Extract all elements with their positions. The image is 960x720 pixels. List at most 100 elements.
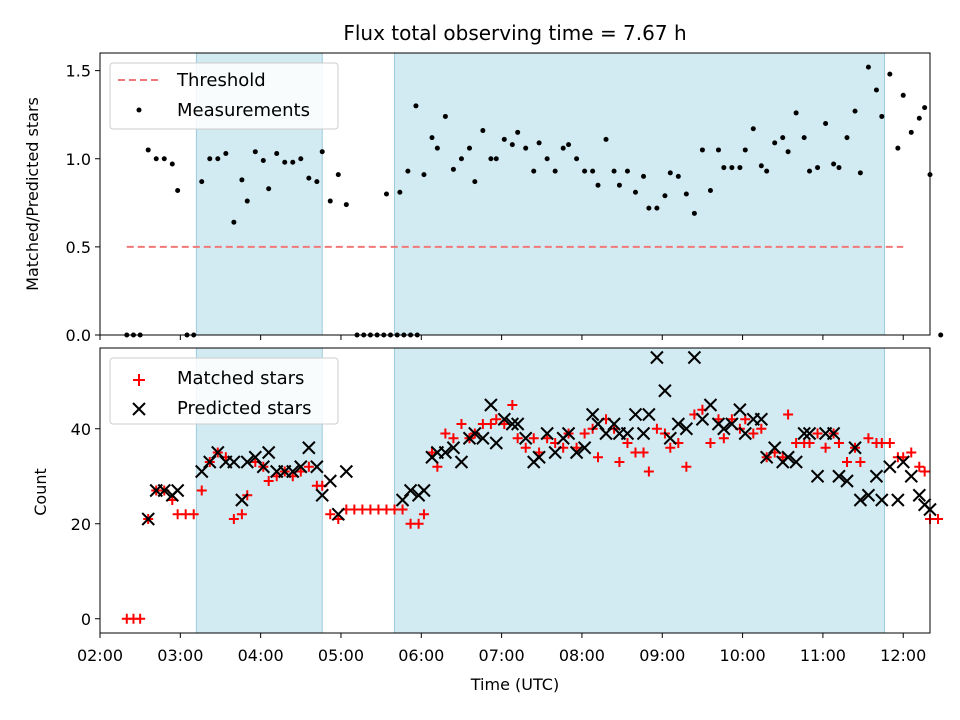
predicted-star-point xyxy=(789,455,803,469)
measurement-point xyxy=(801,135,807,141)
measurement-point xyxy=(231,219,237,225)
bottom-y-axis-label: Count xyxy=(31,468,50,516)
predicted-star-point xyxy=(235,493,249,507)
measurement-point xyxy=(493,156,499,162)
y-tick-label: 1.5 xyxy=(66,62,91,81)
x-tick-label: 09:00 xyxy=(639,646,685,665)
measurement-point xyxy=(844,135,850,141)
y-tick-label: 0 xyxy=(81,610,91,629)
predicted-star-point xyxy=(211,445,225,460)
matched-star-point xyxy=(512,433,523,444)
predicted-star-point xyxy=(642,407,656,422)
matched-star-point xyxy=(638,447,649,458)
matched-star-point xyxy=(842,457,852,467)
predicted-star-point xyxy=(891,493,905,507)
matched-star-point xyxy=(520,442,531,453)
matched-star-point xyxy=(196,485,207,496)
predicted-star-point xyxy=(505,417,520,431)
x-tick-label: 04:00 xyxy=(238,646,284,665)
measurement-point xyxy=(266,186,272,192)
measurement-point xyxy=(450,166,456,172)
y-tick-label: 40 xyxy=(71,420,91,439)
matched-star-point xyxy=(135,613,146,624)
measurement-point xyxy=(566,142,572,148)
top-panel: 0.0 0.5 1.0 1.5 Matched/Predicted stars Thr… xyxy=(23,52,944,345)
measurement-point xyxy=(595,182,601,188)
matched-star-point xyxy=(622,438,633,448)
chart-title: Flux total observing time = 7.67 h xyxy=(343,21,686,45)
predicted-star-point xyxy=(725,417,739,431)
measurement-point xyxy=(434,145,440,151)
predicted-star-point xyxy=(261,445,276,460)
measurement-point xyxy=(290,159,296,165)
x-tick-label: 10:00 xyxy=(720,646,766,665)
measurement-point xyxy=(793,110,799,116)
predicted-star-point xyxy=(157,483,171,498)
top-y-axis-ticks: 0.0 0.5 1.0 1.5 xyxy=(66,62,100,345)
legend-threshold-label: Threshold xyxy=(176,70,266,91)
predicted-star-point xyxy=(395,493,410,507)
measurement-point xyxy=(857,170,863,176)
measurement-point xyxy=(274,150,280,156)
predicted-star-point xyxy=(832,469,846,483)
predicted-star-point xyxy=(695,412,710,426)
measurement-point xyxy=(169,161,175,167)
predicted-star-point xyxy=(671,417,686,431)
measurement-point xyxy=(662,193,668,199)
legend-predicted-swatch xyxy=(132,402,146,416)
x-tick-label: 11:00 xyxy=(800,646,846,665)
predicted-star-point xyxy=(519,431,533,445)
measurement-point xyxy=(916,115,922,121)
measurement-point xyxy=(691,210,697,216)
measurement-point xyxy=(480,128,486,134)
matched-star-point xyxy=(748,428,759,439)
measurement-point xyxy=(244,198,250,204)
bottom-x-axis-ticks: 02:00 03:00 04:00 05:00 06:00 07:00 08:00 09:00… xyxy=(77,633,926,665)
predicted-star-point xyxy=(896,455,910,469)
matched-star-point xyxy=(418,509,429,520)
matched-star-point xyxy=(705,438,716,448)
matched-star-point xyxy=(228,514,239,524)
predicted-star-point xyxy=(759,450,774,464)
measurement-point xyxy=(442,113,448,119)
measurement-point xyxy=(737,165,743,171)
measurement-point xyxy=(298,156,304,162)
predicted-star-point xyxy=(489,436,503,450)
predicted-star-point xyxy=(540,426,554,441)
measurement-point xyxy=(215,156,221,162)
predicted-star-point xyxy=(585,407,600,422)
measurement-point xyxy=(574,156,580,162)
predicted-star-point xyxy=(248,450,262,464)
measurement-point xyxy=(758,163,764,169)
predicted-star-point xyxy=(454,455,469,469)
matched-star-point xyxy=(665,442,676,453)
measurement-point xyxy=(611,168,617,174)
matched-star-point xyxy=(491,414,502,425)
matched-star-point xyxy=(914,461,925,472)
matched-star-point xyxy=(542,433,553,444)
matched-star-point xyxy=(507,400,518,410)
measurement-point xyxy=(239,177,245,183)
measurement-point xyxy=(153,156,159,162)
measurement-point xyxy=(544,156,550,162)
predicted-star-point xyxy=(875,493,889,507)
predicted-star-point xyxy=(310,460,324,474)
measurement-point xyxy=(721,165,727,171)
matched-star-point xyxy=(614,457,625,467)
matched-star-point xyxy=(681,461,692,472)
measurement-point xyxy=(383,191,389,197)
matched-star-point xyxy=(812,428,823,439)
measurement-point xyxy=(536,140,542,146)
measurement-point xyxy=(922,105,928,111)
predicted-star-point xyxy=(548,445,562,460)
predicted-star-point xyxy=(484,398,498,412)
matched-star-point xyxy=(884,438,895,448)
predicted-star-point xyxy=(315,488,329,502)
y-tick-label: 0.0 xyxy=(66,326,91,345)
predicted-star-point xyxy=(912,488,926,502)
measurement-point xyxy=(707,187,713,193)
measurement-point xyxy=(531,168,537,174)
measurement-point xyxy=(815,165,821,171)
predicted-star-point xyxy=(869,469,884,483)
bottom-y-axis-ticks: 0 20 40 xyxy=(71,420,100,629)
